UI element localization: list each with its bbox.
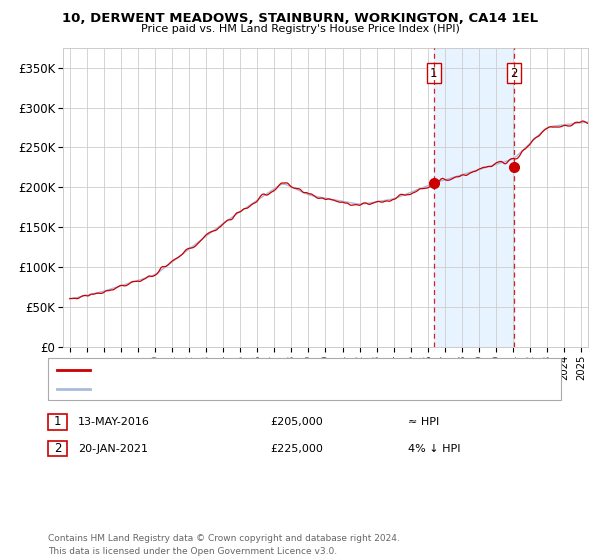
Text: £225,000: £225,000 xyxy=(270,444,323,454)
Text: 2: 2 xyxy=(54,442,61,455)
Text: HPI: Average price, detached house, Cumberland: HPI: Average price, detached house, Cumb… xyxy=(96,384,353,394)
Text: ≈ HPI: ≈ HPI xyxy=(408,417,439,427)
Text: Contains HM Land Registry data © Crown copyright and database right 2024.
This d: Contains HM Land Registry data © Crown c… xyxy=(48,534,400,556)
Text: 10, DERWENT MEADOWS, STAINBURN, WORKINGTON, CA14 1EL (detached house): 10, DERWENT MEADOWS, STAINBURN, WORKINGT… xyxy=(96,365,524,375)
Text: £205,000: £205,000 xyxy=(270,417,323,427)
Text: 2: 2 xyxy=(510,67,518,80)
Text: 4% ↓ HPI: 4% ↓ HPI xyxy=(408,444,461,454)
Text: 20-JAN-2021: 20-JAN-2021 xyxy=(78,444,148,454)
Text: 10, DERWENT MEADOWS, STAINBURN, WORKINGTON, CA14 1EL: 10, DERWENT MEADOWS, STAINBURN, WORKINGT… xyxy=(62,12,538,25)
Text: Price paid vs. HM Land Registry's House Price Index (HPI): Price paid vs. HM Land Registry's House … xyxy=(140,24,460,34)
Text: 13-MAY-2016: 13-MAY-2016 xyxy=(78,417,150,427)
Text: 1: 1 xyxy=(54,415,61,428)
Text: 1: 1 xyxy=(430,67,437,80)
Bar xyxy=(434,48,514,347)
